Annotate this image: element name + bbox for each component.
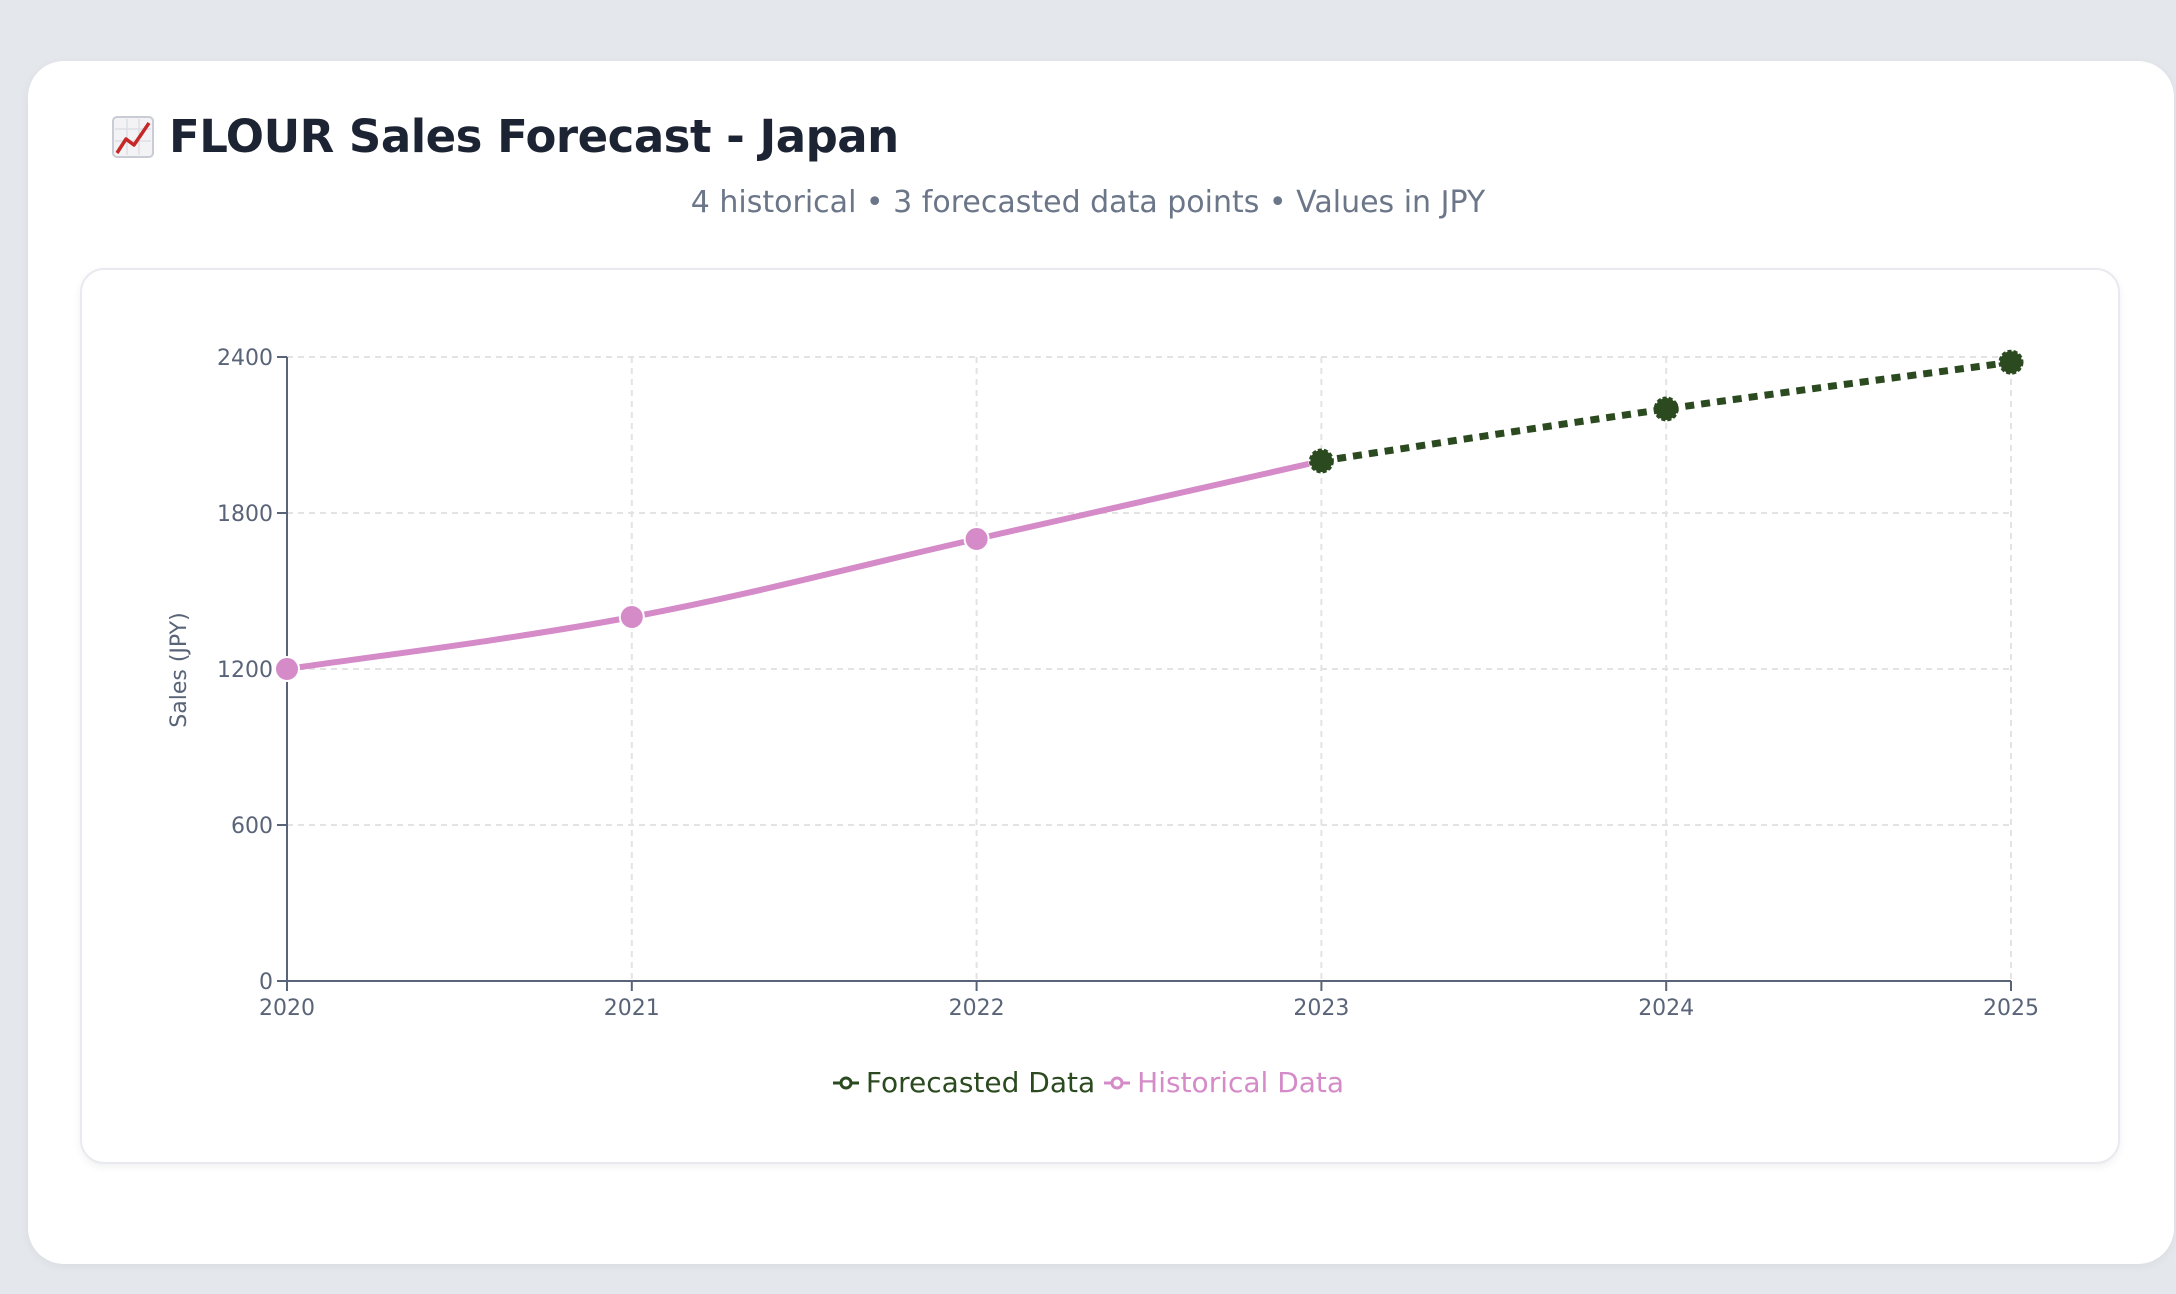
chart-increasing-icon: [112, 115, 154, 158]
tick-labels: 0 600 1200 1800 2400 2020 2021 2022 2023 2024 2025: [217, 346, 2039, 1021]
series-forecast: [1308, 349, 2024, 474]
forecast-line: [1320, 358, 2012, 465]
axes: [277, 356, 2012, 991]
y-tick-label: 0: [259, 970, 273, 995]
title-row: FLOUR Sales Forecast - Japan: [111, 110, 899, 163]
legend-item-forecast[interactable]: Forecasted Data: [832, 1066, 1095, 1099]
historical-point[interactable]: [274, 656, 300, 682]
forecast-point[interactable]: [1998, 349, 2024, 375]
chart-panel: [80, 268, 2120, 1164]
y-tick-label: 1200: [217, 658, 273, 683]
legend-label-forecast: Forecasted Data: [865, 1066, 1096, 1099]
x-tick-label: 2020: [259, 996, 315, 1021]
historical-line: [284, 458, 1325, 672]
x-tick-label: 2022: [949, 996, 1005, 1021]
chart-subtitle: 4 historical • 3 forecasted data points …: [690, 185, 1486, 220]
forecast-point[interactable]: [1308, 448, 1334, 474]
grid-lines: [287, 356, 2012, 981]
y-tick-label: 2400: [217, 346, 273, 371]
x-tick-label: 2023: [1293, 996, 1349, 1021]
y-tick-label: 600: [231, 814, 273, 839]
chart-legend[interactable]: Forecasted Data Historical Data: [0, 1066, 2176, 1099]
y-tick-label: 1800: [217, 502, 273, 527]
historical-point[interactable]: [618, 604, 645, 630]
x-tick-label: 2025: [1983, 996, 2039, 1021]
historical-point[interactable]: [963, 526, 990, 552]
series-layer: [274, 349, 2024, 682]
x-tick-label: 2024: [1638, 996, 1694, 1021]
forecast-point[interactable]: [1653, 396, 1679, 422]
legend-item-historical[interactable]: Historical Data: [1103, 1066, 1344, 1099]
legend-label-historical: Historical Data: [1137, 1066, 1345, 1099]
series-historical: [274, 448, 1335, 682]
y-axis-label: Sales (JPY): [167, 612, 192, 727]
x-tick-label: 2021: [604, 996, 660, 1021]
line-marker-icon: [832, 1076, 859, 1089]
page-title: FLOUR Sales Forecast - Japan: [169, 110, 899, 163]
line-marker-icon: [1104, 1076, 1131, 1089]
